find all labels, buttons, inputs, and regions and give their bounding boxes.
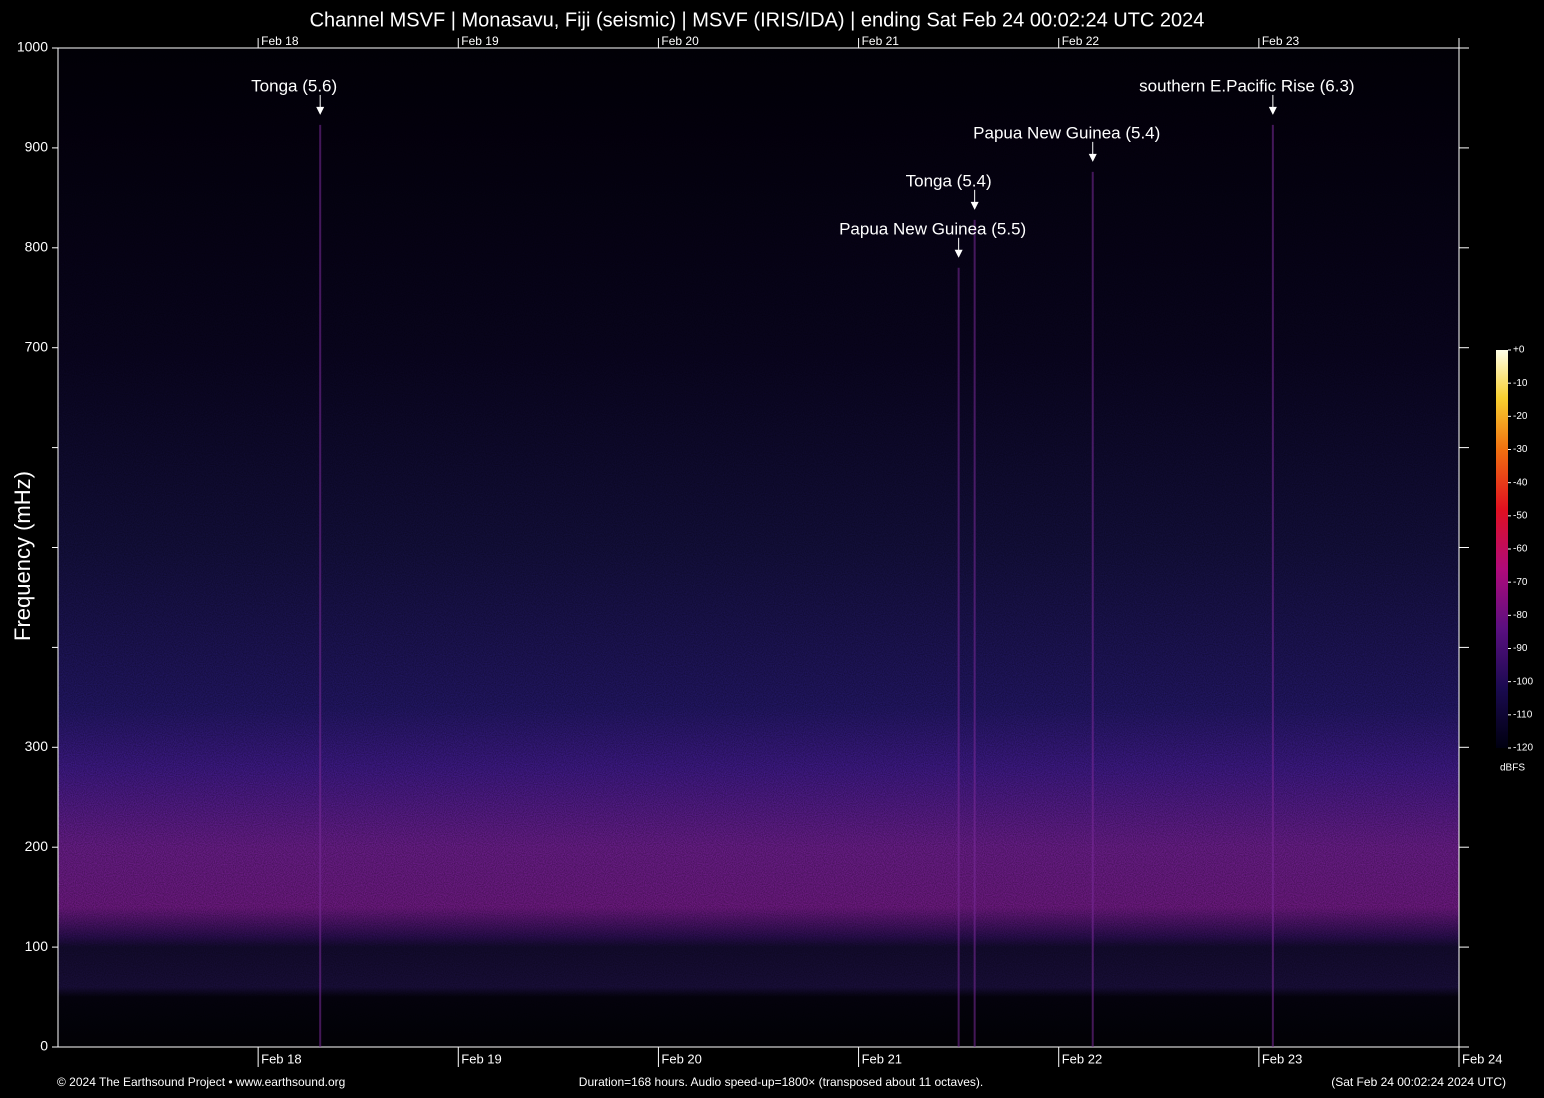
footer-right: (Sat Feb 24 00:02:24 2024 UTC) — [1331, 1075, 1506, 1089]
x-tick-label: Feb 20 — [661, 1051, 701, 1066]
x-tick-label: Feb 24 — [1462, 1051, 1502, 1066]
y-tick-label: 800 — [25, 239, 49, 255]
x-tick-label-top: Feb 19 — [461, 34, 499, 48]
colorbar-tick-label: -80 — [1513, 610, 1528, 621]
x-tick-label-top: Feb 21 — [862, 34, 900, 48]
colorbar-tick-label: -120 — [1513, 743, 1533, 754]
annotation-arrowhead — [1268, 106, 1277, 115]
y-tick-label: 1000 — [17, 39, 48, 55]
y-tick-label: 0 — [40, 1038, 48, 1054]
annotation: southern E.Pacific Rise (6.3) — [1139, 76, 1354, 95]
x-tick-label: Feb 18 — [261, 1051, 301, 1066]
annotation: Papua New Guinea (5.4) — [973, 123, 1160, 142]
colorbar-tick-label: -50 — [1513, 510, 1528, 521]
y-axis-label: Frequency (mHz) — [10, 471, 35, 641]
colorbar-label: dBFS — [1500, 763, 1525, 774]
annotation: Tonga (5.4) — [906, 171, 992, 190]
colorbar — [1496, 350, 1508, 748]
colorbar-tick-label: +0 — [1513, 345, 1525, 356]
annotation: Tonga (5.6) — [251, 76, 337, 95]
x-tick-label: Feb 22 — [1062, 1051, 1102, 1066]
footer-left: © 2024 The Earthsound Project • www.eart… — [57, 1075, 345, 1089]
colorbar-tick-label: -110 — [1513, 709, 1533, 720]
annotation: Papua New Guinea (5.5) — [839, 219, 1026, 238]
x-tick-label: Feb 23 — [1262, 1051, 1302, 1066]
y-tick-label: 300 — [25, 738, 49, 754]
x-tick-label-top: Feb 22 — [1062, 34, 1100, 48]
annotation-arrowhead — [970, 201, 979, 210]
y-tick-label: 900 — [25, 139, 49, 155]
y-tick-label: 200 — [25, 838, 49, 854]
x-tick-label-top: Feb 18 — [261, 34, 299, 48]
x-tick-label: Feb 19 — [461, 1051, 501, 1066]
y-tick-label: 100 — [25, 938, 49, 954]
colorbar-tick-label: -70 — [1513, 577, 1528, 588]
chart-title: Channel MSVF | Monasavu, Fiji (seismic) … — [310, 9, 1205, 31]
annotation-arrowhead — [1088, 153, 1097, 162]
annotation-arrowhead — [316, 106, 325, 115]
colorbar-tick-label: -10 — [1513, 378, 1528, 389]
colorbar-tick-label: -30 — [1513, 444, 1528, 455]
colorbar-tick-label: -90 — [1513, 643, 1528, 654]
colorbar-tick-label: -100 — [1513, 676, 1533, 687]
spectrogram-noise — [58, 48, 1459, 1047]
colorbar-tick-label: -40 — [1513, 477, 1528, 488]
y-tick-label: 700 — [25, 338, 49, 354]
x-tick-label-top: Feb 23 — [1262, 34, 1300, 48]
x-tick-label: Feb 21 — [862, 1051, 902, 1066]
annotation-arrowhead — [954, 249, 963, 258]
colorbar-tick-label: -20 — [1513, 411, 1528, 422]
footer-center: Duration=168 hours. Audio speed-up=1800×… — [579, 1075, 983, 1089]
colorbar-tick-label: -60 — [1513, 544, 1528, 555]
x-tick-label-top: Feb 20 — [661, 34, 699, 48]
